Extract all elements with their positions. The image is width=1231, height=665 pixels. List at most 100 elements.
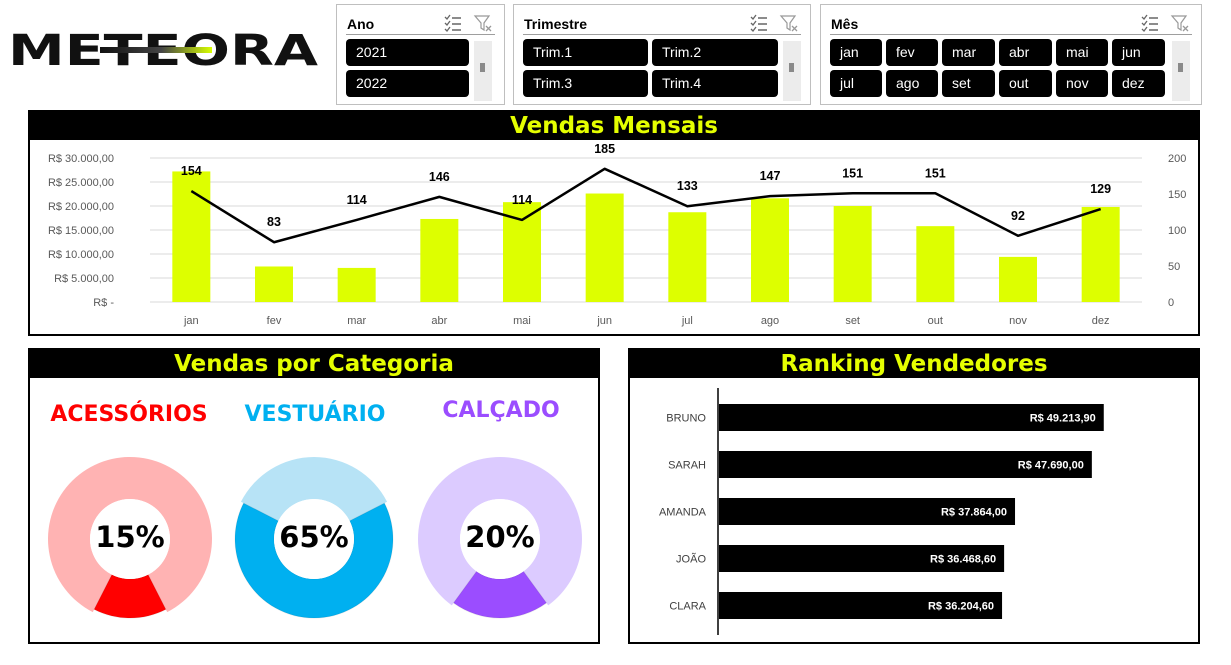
seller-bar — [719, 592, 1003, 619]
slicer-scrollbar[interactable] — [1172, 41, 1190, 101]
y-axis-tick-label: R$ 30.000,00 — [48, 153, 114, 165]
seller-bar — [719, 545, 1005, 572]
quantity-data-label: 83 — [267, 215, 281, 229]
slicer-scrollbar[interactable] — [474, 41, 492, 101]
quantity-data-label: 146 — [429, 170, 450, 184]
quantity-data-label: 147 — [760, 169, 781, 183]
donut-hole — [274, 499, 354, 579]
slicer-mes-item[interactable]: set — [942, 70, 995, 97]
quantity-data-label: 154 — [181, 164, 202, 178]
y-axis-tick-label: R$ 20.000,00 — [48, 201, 114, 213]
donut-remainder — [240, 457, 388, 521]
quantity-data-label: 151 — [925, 166, 946, 180]
category-label-vestuario: VESTUÁRIO — [244, 402, 386, 427]
clear-filter-icon[interactable] — [473, 13, 493, 33]
seller-value-label: R$ 37.864,00 — [941, 507, 1007, 519]
seller-name: SARAH — [668, 460, 706, 472]
slicer-mes-header: Mês — [830, 9, 1192, 35]
sales-bar — [420, 218, 459, 302]
donut-chart-vestuario — [234, 457, 394, 619]
slicer-mes-item[interactable]: nov — [1056, 70, 1108, 97]
seller-bar — [719, 404, 1104, 431]
slicer-scrollbar[interactable] — [783, 41, 801, 101]
donut-hole — [460, 499, 540, 579]
sales-bar — [172, 171, 211, 302]
slicer-ano-header: Ano — [346, 9, 495, 35]
slicer-mes-item[interactable]: out — [999, 70, 1052, 97]
donut-remainder — [48, 457, 212, 613]
quantity-data-label: 114 — [512, 193, 532, 207]
category-pct-calcado: 20% — [465, 520, 535, 554]
slicer-mes-item[interactable]: abr — [999, 39, 1052, 66]
x-axis-tick-label: mai — [513, 315, 531, 327]
category-pct-acessorios: 15% — [95, 520, 165, 554]
y2-axis-tick-label: 200 — [1168, 153, 1186, 165]
slicer-trimestre-item[interactable]: Trim.1 — [523, 39, 648, 66]
x-axis-tick-label: mar — [347, 315, 366, 327]
x-axis-tick-label: out — [928, 315, 943, 327]
seller-value-label: R$ 47.690,00 — [1018, 460, 1084, 472]
slicer-trimestre-item[interactable]: Trim.3 — [523, 70, 648, 97]
slicer-trimestre-header: Trimestre — [523, 9, 801, 35]
seller-name: BRUNO — [666, 413, 706, 425]
x-axis-tick-label: jul — [681, 315, 693, 327]
slicer-mes-item[interactable]: mai — [1056, 39, 1108, 66]
y-axis-tick-label: R$ 25.000,00 — [48, 177, 114, 189]
donut-remainder — [418, 456, 582, 606]
category-label-calcado: CALÇADO — [442, 398, 560, 423]
x-axis-tick-label: jan — [183, 315, 199, 327]
slicer-mes-item[interactable]: mar — [942, 39, 995, 66]
sales-bar — [999, 256, 1037, 302]
donut-hole — [90, 499, 170, 579]
slicer-ano-item[interactable]: 2022 — [346, 70, 469, 97]
quantity-data-label: 92 — [1011, 209, 1025, 223]
slicer-mes-item[interactable]: dez — [1112, 70, 1165, 97]
y-axis-tick-label: R$ 5.000,00 — [54, 273, 114, 285]
monthly-sales-title: Vendas Mensais — [30, 112, 1198, 140]
slicer-mes-item[interactable]: fev — [886, 39, 938, 66]
clear-filter-icon[interactable] — [1170, 13, 1190, 33]
seller-name: JOÃO — [676, 553, 706, 566]
category-sales-panel: Vendas por Categoria ACESSÓRIOS VESTUÁRI… — [28, 348, 600, 644]
x-axis-tick-label: nov — [1009, 315, 1027, 327]
slicer-mes-item[interactable]: jul — [830, 70, 882, 97]
seller-ranking-panel: Ranking Vendedores BRUNO R$ 49.213,90 SARA… — [628, 348, 1200, 644]
sales-bar — [916, 226, 955, 302]
multi-select-icon[interactable] — [443, 13, 463, 33]
seller-ranking-chart: BRUNO R$ 49.213,90 SARAH R$ 47.690,00 AMANDA… — [659, 388, 1104, 635]
sales-bar — [585, 193, 624, 302]
quantity-data-label: 185 — [594, 142, 615, 156]
category-label-acessorios: ACESSÓRIOS — [50, 402, 208, 427]
slicer-ano: Ano 2021 2022 — [336, 4, 505, 105]
category-sales-title: Vendas por Categoria — [30, 350, 598, 378]
donut-chart-acessorios — [48, 457, 212, 619]
slicer-mes-item[interactable]: jan — [830, 39, 882, 66]
seller-name: AMANDA — [659, 507, 707, 519]
sales-bar — [668, 212, 707, 302]
x-axis-tick-label: abr — [431, 315, 447, 327]
y-axis-tick-label: R$ - — [93, 297, 114, 309]
y2-axis-tick-label: 150 — [1168, 189, 1186, 201]
seller-name: CLARA — [669, 601, 706, 613]
y-axis-tick-label: R$ 10.000,00 — [48, 249, 114, 261]
slicer-trimestre-item[interactable]: Trim.2 — [652, 39, 778, 66]
multi-select-icon[interactable] — [749, 13, 769, 33]
category-pct-vestuario: 65% — [279, 520, 349, 554]
seller-value-label: R$ 36.204,60 — [928, 601, 994, 613]
multi-select-icon[interactable] — [1140, 13, 1160, 33]
seller-value-label: R$ 36.468,60 — [930, 554, 996, 566]
slicer-mes-item[interactable]: ago — [886, 70, 938, 97]
seller-value-label: R$ 49.213,90 — [1030, 413, 1096, 425]
slicer-ano-title: Ano — [347, 16, 375, 32]
meteora-logo: METEORA — [8, 30, 319, 72]
slicer-trimestre-item[interactable]: Trim.4 — [652, 70, 778, 97]
slicer-mes-item[interactable]: jun — [1112, 39, 1165, 66]
slicer-trimestre: Trimestre Trim.1 Trim.2 Trim.3 Trim.4 — [513, 4, 811, 105]
sales-bar — [751, 198, 789, 302]
quantity-data-label: 114 — [347, 193, 367, 207]
monthly-sales-chart: R$ 30.000,00 R$ 25.000,00 R$ 20.000,00 R$ 1… — [48, 142, 1186, 327]
y2-axis-tick-label: 0 — [1168, 297, 1174, 309]
clear-filter-icon[interactable] — [779, 13, 799, 33]
quantity-data-label: 151 — [842, 166, 863, 180]
slicer-ano-item[interactable]: 2021 — [346, 39, 469, 66]
